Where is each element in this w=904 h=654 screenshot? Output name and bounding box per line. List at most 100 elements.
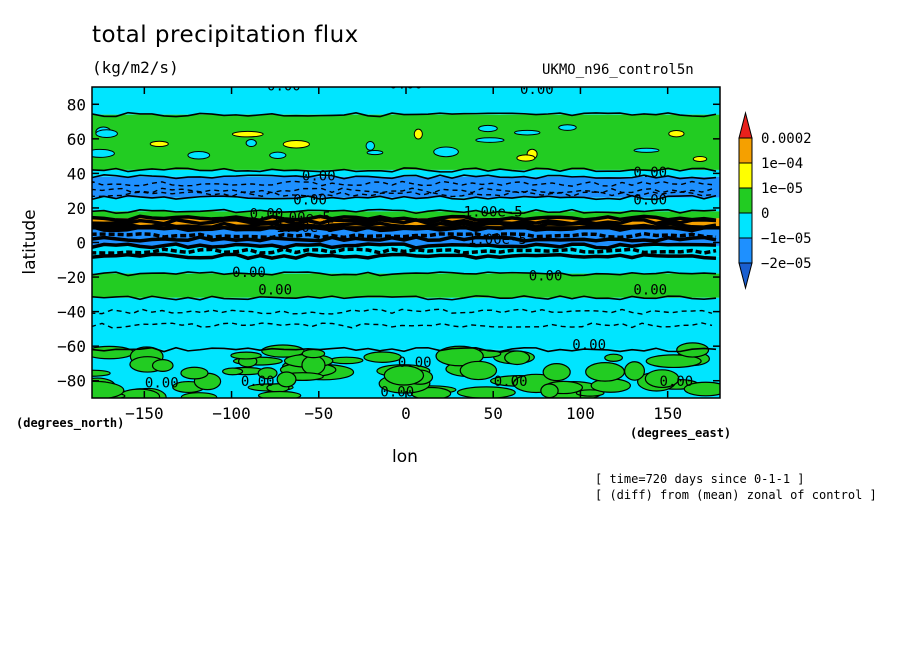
patch-0-16	[222, 367, 244, 376]
contour-label-11: 0.00	[258, 282, 292, 298]
chart-title: total precipitation flux	[92, 22, 359, 48]
patch-0-109	[257, 390, 302, 398]
patch-0-66	[180, 366, 209, 380]
patch-0-108	[276, 371, 297, 388]
contour-line-4	[92, 208, 717, 215]
contour-label-17: 0.00	[241, 374, 275, 390]
spot-19	[282, 139, 310, 149]
legend-swatch-4	[738, 212, 753, 239]
dashed-contour-0	[92, 180, 713, 187]
spot-8	[187, 150, 211, 160]
legend-label-0: 0.0002	[761, 131, 812, 147]
y-tick-label-4: 0	[76, 234, 86, 253]
legend-arrow-top	[738, 111, 753, 139]
contour-label-0: 0.00	[267, 78, 301, 94]
legend-label-5: −2e−05	[761, 256, 812, 272]
spot-1	[513, 129, 541, 136]
contour-label-13: 0.00	[633, 282, 667, 298]
patch-0-32	[575, 389, 605, 397]
patch-0-114	[301, 348, 326, 359]
contour-line-10	[92, 235, 717, 243]
contour-line-2	[92, 174, 717, 180]
spot-20	[692, 155, 708, 162]
contour-line-1	[92, 167, 717, 173]
contour-line-5	[92, 214, 717, 222]
spot-13	[92, 148, 115, 158]
contour-label-10: 0.00	[232, 265, 266, 281]
patch-0-115	[151, 359, 174, 372]
contour-line-3	[92, 194, 717, 201]
spot-0	[149, 140, 169, 148]
patch-0-14	[645, 354, 702, 369]
spot-15	[95, 129, 118, 138]
legend-label-3: 0	[761, 206, 769, 222]
legend-label-1: 1e−04	[761, 156, 803, 172]
patch-0-92	[624, 361, 646, 381]
x-tick-label-4: 50	[484, 404, 503, 423]
y-axis-unit: (degrees_north)	[16, 416, 125, 430]
spot-18	[633, 147, 660, 153]
contour-label-9: -1.00e-5	[460, 232, 527, 248]
band-11	[92, 297, 720, 350]
dashed-contour-1	[92, 187, 713, 194]
patch-0-72	[540, 383, 559, 398]
field: 0.00 0.00 0.000.000.000.001.00e-5-1.00e-51…	[92, 78, 720, 398]
spot-16	[245, 139, 257, 148]
band-1	[92, 114, 720, 170]
band-10	[92, 273, 720, 298]
y-tick-label-1: −60	[57, 337, 86, 356]
x-axis-unit: (degrees_east)	[630, 426, 732, 440]
patch-0-84	[435, 345, 484, 367]
contour-line-16	[92, 346, 717, 353]
contour-label-14: 0.00	[633, 165, 667, 181]
contour-label-5: 0.00	[250, 206, 284, 222]
y-tick-label-5: 20	[67, 199, 86, 218]
spot-11	[231, 130, 264, 138]
contour-label-4: 0.00	[293, 192, 327, 208]
y-tick-label-3: −20	[57, 268, 86, 287]
contour-label-2: 0.00	[520, 82, 554, 98]
patch-0-118	[542, 363, 571, 382]
dashed-contour-4	[92, 322, 713, 329]
patch-0-113	[383, 365, 425, 386]
patch-0-95	[363, 351, 402, 363]
axes: −150 −100 −50 0 50 100 150 −80 −60 −40 −20 0 20 40 60 8…	[57, 86, 721, 423]
contour-line-13	[92, 252, 717, 261]
x-tick-label-1: −100	[212, 404, 251, 423]
patch-0-71	[329, 356, 364, 365]
patch-0-64	[644, 369, 680, 389]
patch-0-37	[257, 367, 278, 380]
x-tick-label-6: 150	[653, 404, 682, 423]
legend-swatch-1	[738, 137, 753, 164]
chart-units: (kg/m2/s)	[92, 58, 179, 77]
legend-label-2: 1e−05	[761, 181, 803, 197]
y-tick-label-7: 60	[67, 130, 86, 149]
contour-label-19: 0.00	[494, 374, 528, 390]
x-tick-label-2: −50	[304, 404, 333, 423]
contour-label-3: 0.00	[302, 168, 336, 184]
legend-arrow-bottom	[738, 262, 753, 290]
y-tick-label-0: −80	[57, 372, 86, 391]
spot-9	[478, 124, 498, 133]
contour-label-8: 1.00e-5	[464, 205, 523, 221]
contour-label-6: 1.00e-5	[272, 210, 331, 226]
contour-line-14	[92, 271, 717, 277]
y-tick-label-8: 80	[67, 95, 86, 114]
x-axis-label: lon	[392, 447, 418, 467]
x-tick-label-0: −150	[125, 404, 164, 423]
y-tick-label-2: −40	[57, 303, 86, 322]
patch-0-94	[683, 381, 720, 397]
legend-swatch-5	[738, 237, 753, 264]
contour-label-18: 0.00	[398, 355, 432, 371]
band-9	[92, 256, 720, 274]
legend-label-4: −1e−05	[761, 231, 812, 247]
contour-line-6	[92, 218, 717, 226]
contour-line-9	[92, 231, 717, 240]
color-legend: 0.0002 1e−04 1e−05 0 −1e−05 −2e−05	[738, 111, 812, 290]
contour-label-15: 0.00	[633, 192, 667, 208]
plot-area: 0.00 0.00 0.000.000.000.001.00e-5-1.00e-51…	[92, 78, 720, 398]
contour-label-21: 0.00	[572, 338, 606, 354]
contour-label-7: -1.00e-5	[268, 220, 335, 236]
patch-0-119	[459, 360, 498, 381]
